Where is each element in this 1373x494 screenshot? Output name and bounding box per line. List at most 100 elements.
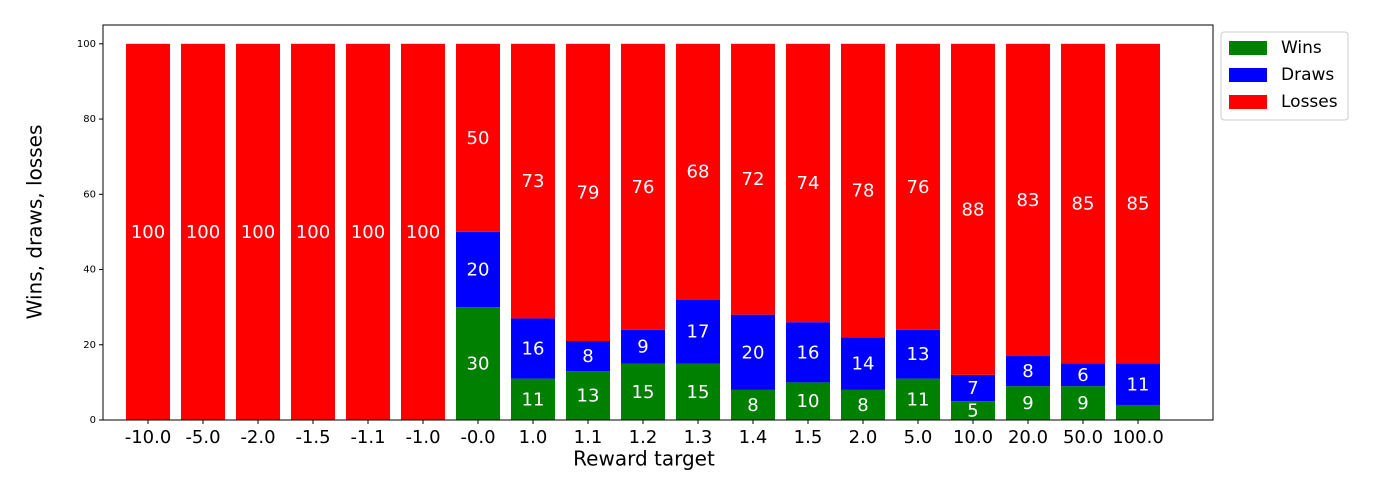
value-label: 100 [186,222,220,243]
bar-segment [896,329,940,379]
bar-segment [951,401,995,420]
bar-segment [401,43,445,421]
value-label: 100 [241,222,275,243]
bar-segment [786,322,830,383]
bar-segment [1116,363,1160,405]
value-label: 9 [637,337,648,358]
bar-segment [896,378,940,420]
value-label: 10 [797,391,820,412]
bar-segment [346,43,390,421]
value-label: 17 [687,322,710,343]
bar-segment [786,43,830,323]
x-tick-label: 100.0 [1112,427,1164,448]
bar-segment [566,43,610,342]
plot-frame [102,24,1214,421]
value-label: 8 [747,395,758,416]
bar-segment [511,318,555,379]
y-tick-label: 0 [90,415,96,426]
x-tick-label: 10.0 [953,427,993,448]
value-label: 11 [1127,374,1150,395]
value-label: 8 [582,346,593,367]
bar-segment [676,43,720,300]
y-tick-label: 100 [77,39,96,50]
bar-segment [621,329,665,364]
value-label: 11 [907,389,930,410]
value-label: 68 [687,162,710,183]
bar-segment [951,43,995,375]
bar-segment [676,363,720,420]
x-tick-label: 1.5 [794,427,823,448]
value-label: 85 [1072,194,1095,215]
bar-segment [621,43,665,330]
bar-segment [1061,386,1105,420]
bar-segment [126,43,170,421]
bar-segment [566,341,610,372]
value-label: 20 [742,342,765,363]
value-label: 100 [131,222,165,243]
bar-segment [731,389,775,420]
x-tick-label: -10.0 [125,427,172,448]
x-tick-label: 50.0 [1063,427,1103,448]
value-label: 8 [857,395,868,416]
bar-segment [731,314,775,390]
value-label: 72 [742,169,765,190]
y-tick-label: 20 [83,340,96,351]
bar-segment [731,43,775,315]
value-label: 100 [351,222,385,243]
x-tick-label: -5.0 [185,427,220,448]
value-label: 13 [577,386,600,407]
value-label: 100 [296,222,330,243]
x-tick-label: 1.2 [629,427,658,448]
y-tick-label: 60 [83,189,96,200]
bar-segment [1006,43,1050,357]
x-tick-label: -2.0 [240,427,275,448]
x-tick-label: 1.3 [684,427,713,448]
bar-segment [181,43,225,421]
x-tick-label: -0.0 [460,427,495,448]
x-tick-label: -1.1 [350,427,385,448]
x-tick-label: -1.0 [405,427,440,448]
value-label: 79 [577,182,600,203]
value-label: 15 [687,382,710,403]
value-label: 15 [632,382,655,403]
value-label: 78 [852,181,875,202]
x-tick-label: -1.5 [295,427,330,448]
x-tick-label: 5.0 [904,427,933,448]
x-axis-label: Reward target [573,447,715,471]
bar-segment [786,382,830,420]
value-label: 30 [467,354,490,375]
x-tick-label: 2.0 [849,427,878,448]
legend-label: Wins [1281,38,1322,58]
legend-label: Losses [1281,92,1338,112]
bar-segment [511,43,555,319]
bar-segment [841,337,885,390]
x-tick-label: 20.0 [1008,427,1048,448]
value-label: 100 [406,222,440,243]
bar-segment [456,43,500,232]
value-label: 13 [907,344,930,365]
value-label: 9 [1077,393,1088,414]
y-tick-label: 40 [83,265,96,276]
value-label: 76 [632,177,655,198]
value-label: 8 [1022,361,1033,382]
bar-segment [1061,363,1105,387]
value-label: 85 [1127,194,1150,215]
value-label: 73 [522,171,545,192]
value-label: 5 [967,401,978,422]
legend-swatch [1229,95,1267,109]
bar-segment [456,231,500,308]
bar-segment [1061,43,1105,364]
value-label: 88 [962,199,985,220]
bar-segment [841,389,885,420]
value-label: 11 [522,389,545,410]
bar-segment [676,299,720,364]
value-label: 9 [1022,393,1033,414]
bar-segment [896,43,940,330]
value-label: 6 [1077,365,1088,386]
bar-segment [566,371,610,420]
x-tick-label: 1.1 [574,427,603,448]
bar-segment [1116,43,1160,364]
legend-label: Draws [1281,65,1334,85]
y-axis-label: Wins, draws, losses [23,125,47,320]
